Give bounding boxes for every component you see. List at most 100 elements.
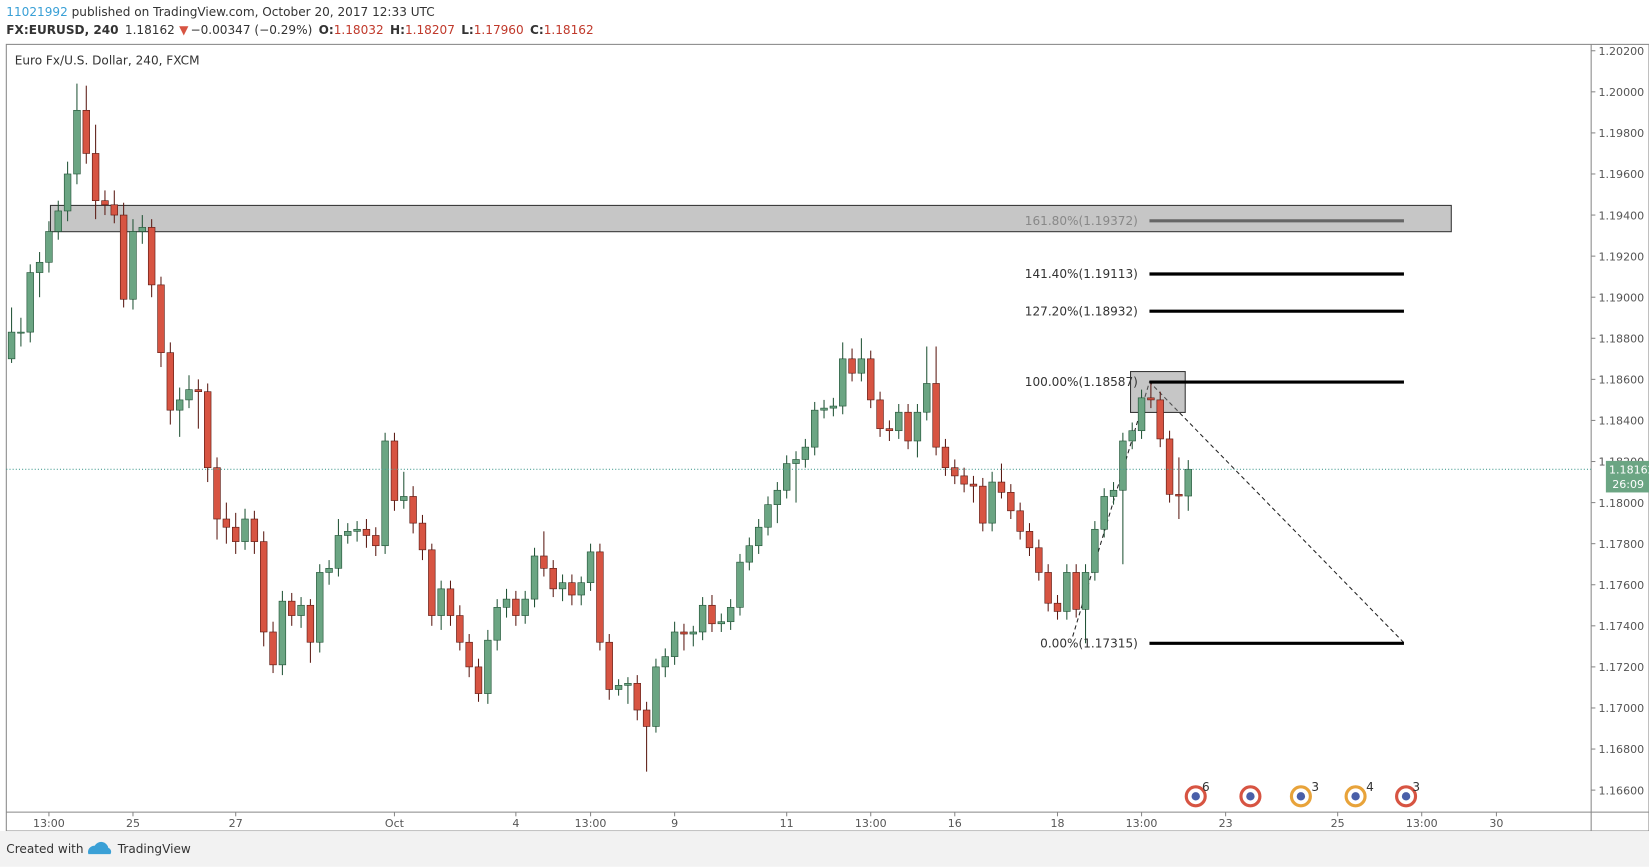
candle-body <box>988 481 996 524</box>
event-count: 3 <box>1311 780 1319 794</box>
candle-body <box>540 555 548 569</box>
candle-body <box>400 496 408 501</box>
user[interactable]: 11021992 <box>6 5 67 19</box>
candle-body <box>241 518 249 542</box>
candle-body <box>381 440 389 547</box>
candle-body <box>91 153 100 201</box>
o-label: O: <box>319 23 334 37</box>
candle-body <box>867 358 875 401</box>
arrow: ▼ <box>179 23 189 37</box>
candle-body <box>829 405 838 409</box>
x-tick-label: 25 <box>126 817 140 830</box>
candle-body <box>222 518 231 528</box>
fib-label: 0.00%(1.17315) <box>1040 636 1138 650</box>
candle-body <box>661 656 669 668</box>
candle-body <box>633 683 641 711</box>
candle-body <box>839 358 847 407</box>
candle-body <box>1109 489 1118 497</box>
event-dot <box>1246 792 1255 801</box>
x-tick-label: 13:00 <box>855 817 887 830</box>
plot: 161.80%(1.19372) 141.40%(1.19113) 127.20%(… <box>6 83 1592 772</box>
candle-body <box>726 607 735 623</box>
candle-body <box>306 604 315 643</box>
candle-body <box>689 631 697 635</box>
candle-body <box>605 641 613 690</box>
candle-body <box>783 463 791 491</box>
candle-body <box>204 391 212 468</box>
candle-body <box>811 409 819 448</box>
candle-body <box>512 598 520 616</box>
y-tick-label: 1.19400 <box>1599 209 1645 222</box>
candle-body <box>969 483 978 487</box>
footer-brand[interactable]: TradingView <box>117 842 191 856</box>
candle-body <box>1175 494 1183 497</box>
candle-body <box>1137 397 1146 432</box>
candle-body <box>979 485 987 524</box>
candle-body <box>502 598 511 608</box>
candle-body <box>1053 602 1062 612</box>
h-label: H: <box>390 23 405 37</box>
y-tick-label: 1.19600 <box>1599 168 1645 181</box>
candle-body <box>1100 496 1108 530</box>
y-tick-label: 1.16800 <box>1599 743 1645 756</box>
fib-label: 100.00%(1.18587) <box>1025 375 1138 389</box>
y-tick-label: 1.16600 <box>1599 784 1645 797</box>
candle-body <box>717 621 725 625</box>
candle-body <box>558 582 567 590</box>
candle-body <box>316 572 324 643</box>
candle-body <box>698 604 707 633</box>
candle-body <box>708 604 716 625</box>
y-tick-label: 1.17600 <box>1599 579 1645 592</box>
candle-body <box>792 459 800 464</box>
candle-body <box>848 358 856 374</box>
candle-body <box>297 604 305 616</box>
candle-body <box>35 261 44 273</box>
event-dot <box>1401 792 1411 801</box>
event-icons: 6 3 4 3 <box>1184 780 1420 808</box>
candle-body <box>278 600 287 666</box>
candle-body <box>418 522 427 551</box>
candle-body <box>549 567 557 590</box>
candle-body <box>493 607 501 641</box>
candle-body <box>521 598 529 616</box>
candle-body <box>17 331 25 334</box>
event-dot <box>1351 792 1360 801</box>
y-tick-label: 1.17400 <box>1599 620 1645 633</box>
candle-body <box>1147 397 1155 401</box>
candle-body <box>614 685 623 690</box>
candle-body <box>353 528 361 532</box>
candle-body <box>1063 572 1071 612</box>
candle-body <box>260 541 268 633</box>
candle-body <box>736 561 744 608</box>
y-tick-label: 1.18400 <box>1599 415 1645 428</box>
candle-body <box>670 631 679 657</box>
candle-body <box>7 331 16 360</box>
countdown: 26:09 <box>1612 478 1644 491</box>
c: 1.18162 <box>544 23 594 37</box>
candle-body <box>1091 528 1099 573</box>
y-tick-label: 1.18800 <box>1599 332 1645 345</box>
candle-body <box>362 528 371 536</box>
candle-body <box>194 389 203 392</box>
x-tick-label: 23 <box>1219 817 1233 830</box>
candle-body <box>465 641 473 668</box>
candle-body <box>446 588 455 616</box>
zone <box>49 204 1452 233</box>
candle-body <box>885 428 894 432</box>
candle-body <box>764 504 772 528</box>
candle-body <box>1025 531 1034 549</box>
candle-body <box>269 631 277 666</box>
published: published on TradingView.com, October 20… <box>68 5 435 19</box>
candle-body <box>857 358 866 374</box>
candle-body <box>110 204 118 216</box>
candle-body <box>577 582 585 596</box>
candle-body <box>801 446 810 460</box>
candle-body <box>941 446 950 468</box>
candle-body <box>596 551 604 643</box>
y-tick-label: 1.19000 <box>1599 291 1645 304</box>
candle-body <box>372 535 380 547</box>
candle-body <box>54 210 62 232</box>
x-tick-label: 18 <box>1050 817 1064 830</box>
